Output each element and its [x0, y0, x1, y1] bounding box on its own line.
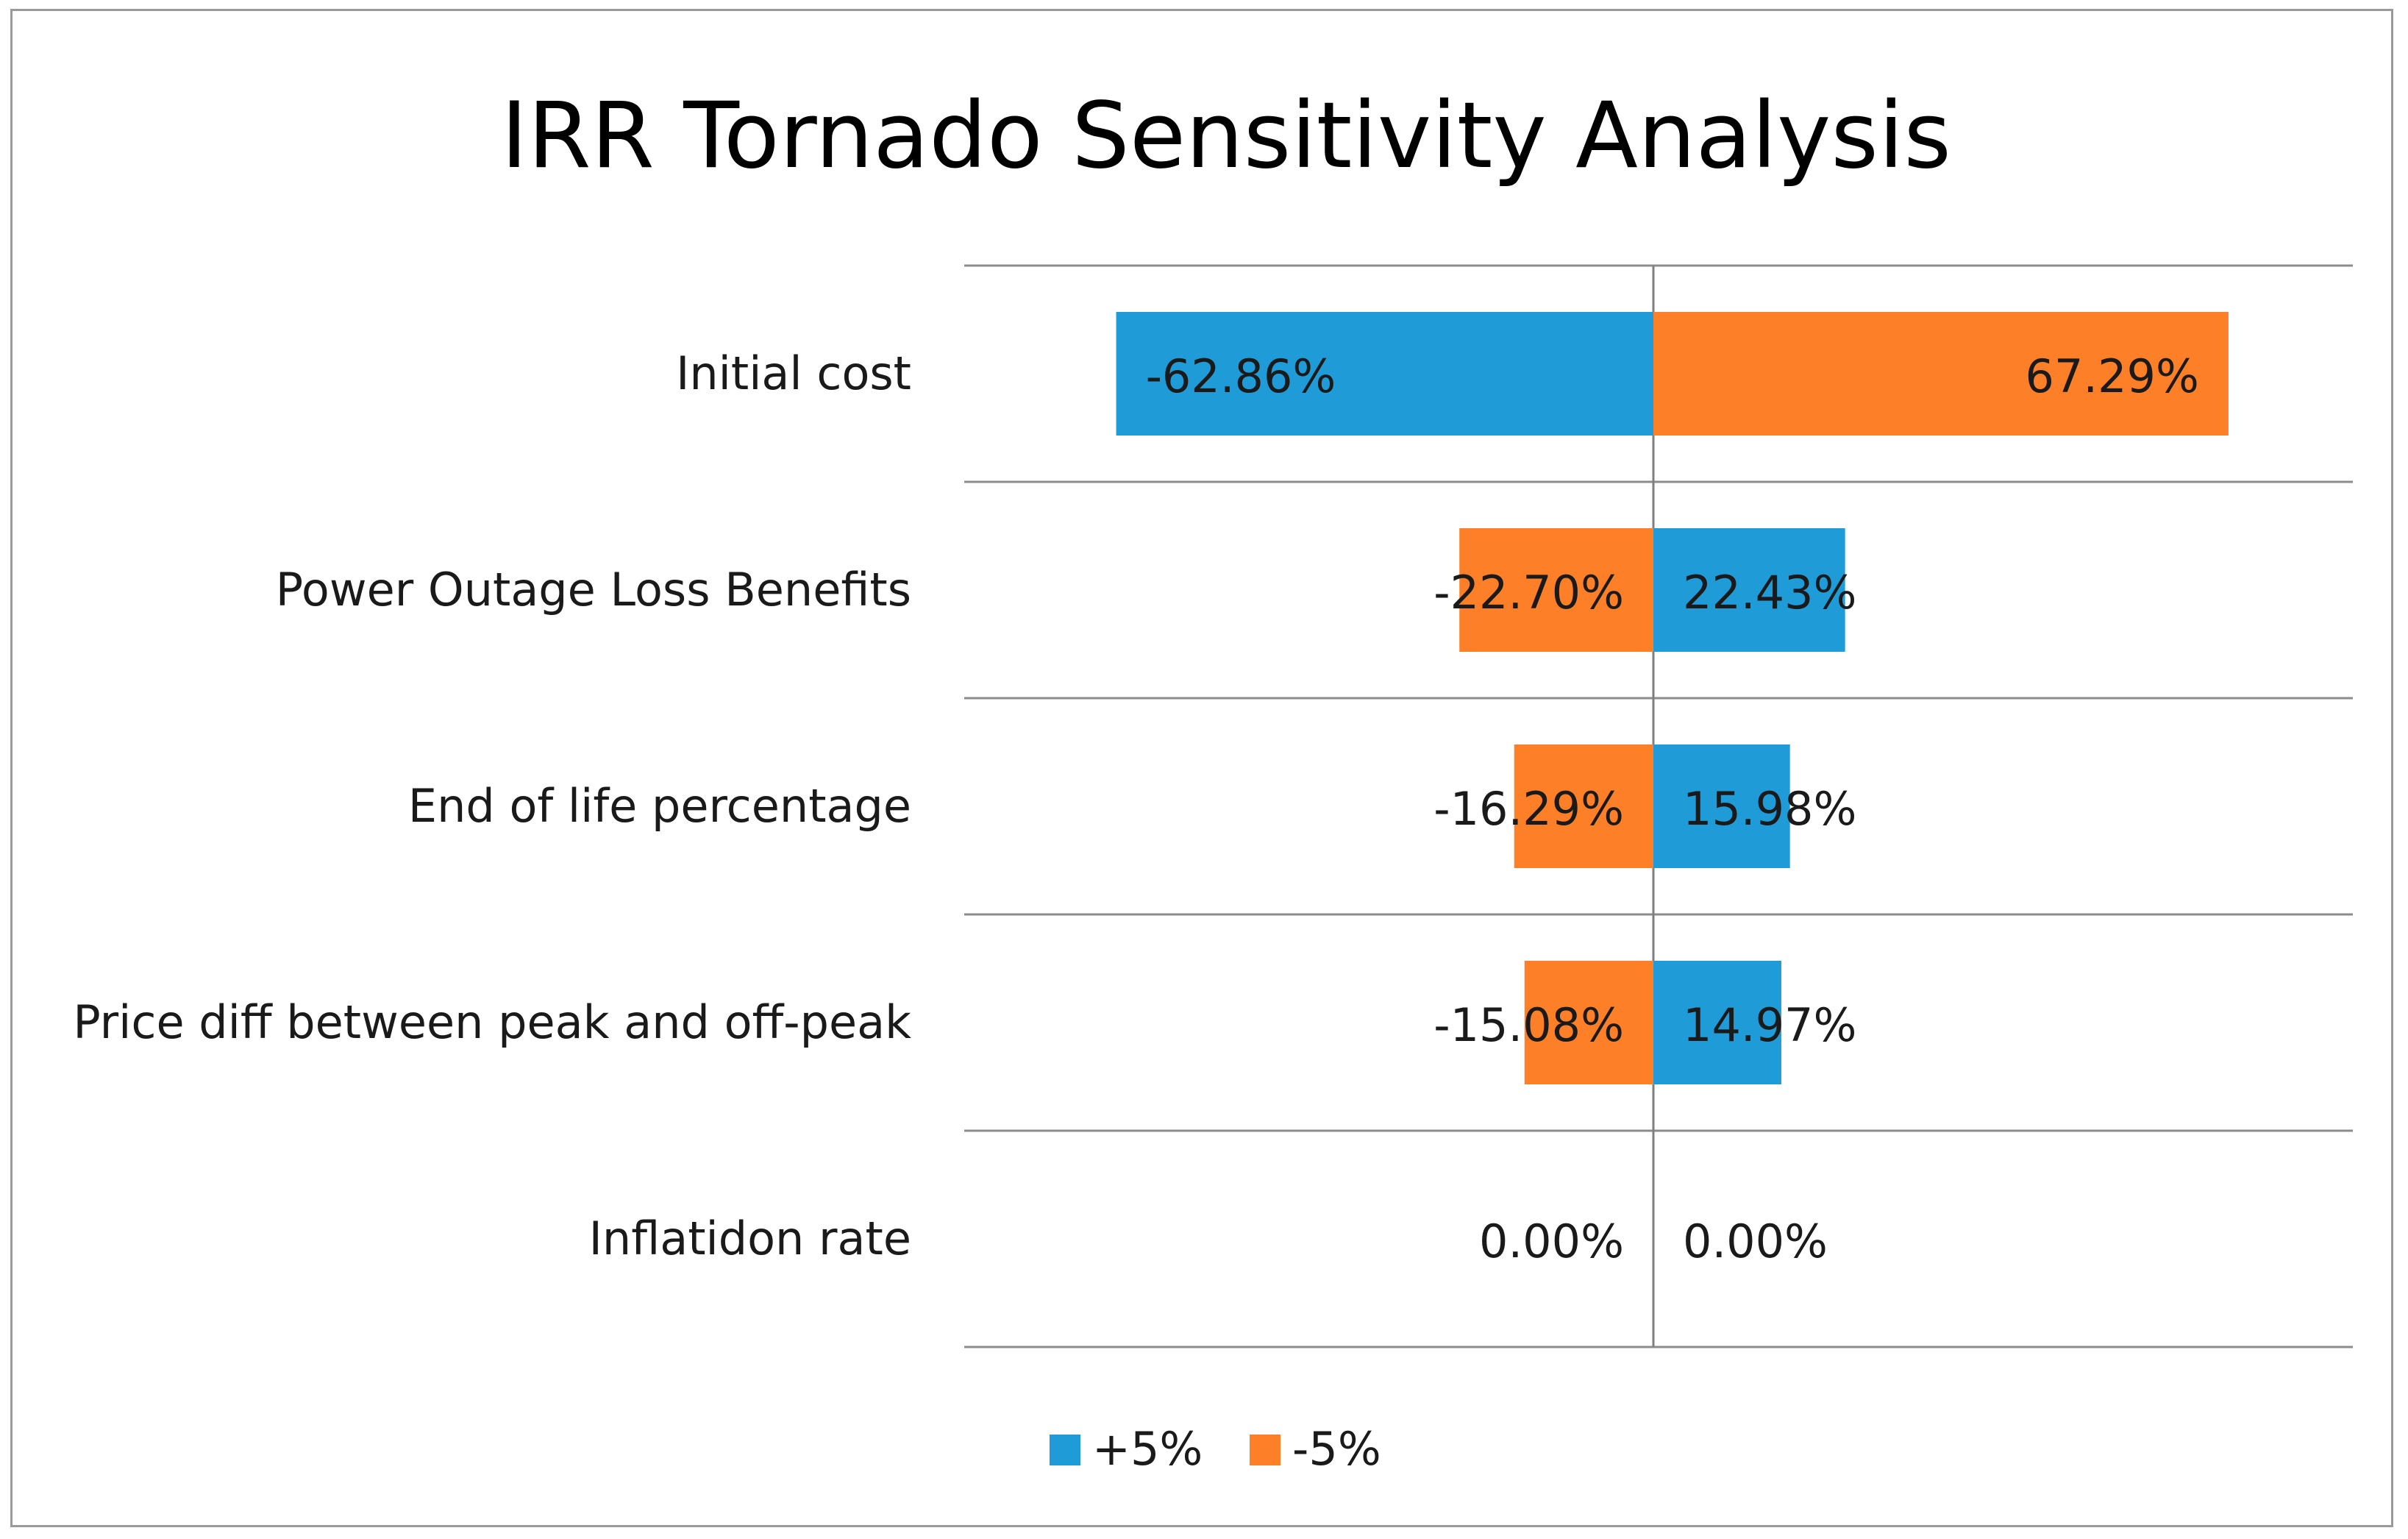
legend-label: +5% [1092, 1422, 1203, 1476]
bar-minus5 [1459, 528, 1653, 652]
data-label: -16.29% [1433, 782, 1624, 836]
bar-plus5 [1653, 744, 1790, 868]
data-label: 22.43% [1683, 566, 1856, 619]
category-label: Power Outage Loss Benefits [276, 563, 911, 616]
bar-minus5 [1514, 744, 1653, 868]
data-label: 0.00% [1479, 1215, 1624, 1268]
data-label: 15.98% [1683, 782, 1856, 836]
data-label: 67.29% [2026, 349, 2199, 403]
legend-label: -5% [1292, 1422, 1381, 1476]
tornado-chart: IRR Tornado Sensitivity Analysis Initial… [73, 83, 2353, 1476]
data-label: -15.08% [1433, 998, 1624, 1052]
data-label: 14.97% [1683, 998, 1856, 1052]
data-label: -62.86% [1146, 349, 1336, 403]
category-label: End of life percentage [408, 779, 911, 833]
bar-layer [1116, 312, 2229, 1084]
category-label: Initial cost [676, 346, 911, 400]
label-layer: Initial cost -62.86% 67.29% Power Outage Lo… [73, 346, 2199, 1268]
chart-title: IRR Tornado Sensitivity Analysis [501, 83, 1951, 189]
bar-plus5 [1116, 312, 1653, 436]
data-label: -22.70% [1433, 566, 1624, 619]
data-label: 0.00% [1683, 1215, 1828, 1268]
legend-swatch-minus5 [1250, 1435, 1280, 1465]
bar-plus5 [1653, 528, 1845, 652]
category-label: Price diff between peak and off-peak [73, 995, 911, 1049]
grid-layer [964, 264, 2353, 1348]
bar-minus5 [1653, 312, 2229, 436]
bar-plus5 [1653, 961, 1781, 1084]
legend: +5% -5% [1050, 1422, 1381, 1476]
bar-minus5 [1524, 961, 1653, 1084]
legend-swatch-plus5 [1050, 1435, 1080, 1465]
category-label: Inflatidon rate [589, 1212, 911, 1265]
chart-frame: IRR Tornado Sensitivity Analysis Initial… [10, 9, 2393, 1527]
